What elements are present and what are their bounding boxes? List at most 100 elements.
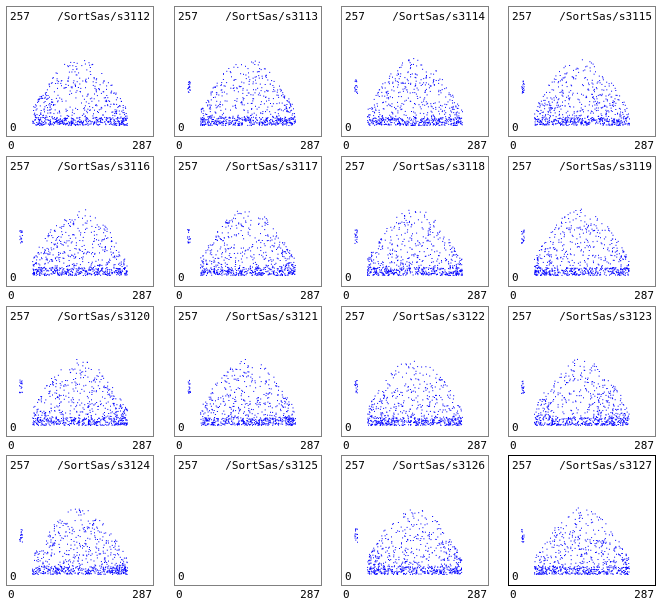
data-point — [387, 97, 389, 99]
scatter-panel[interactable]: 257/SortSas/s3112 0 0 287 — [6, 6, 154, 153]
data-point — [219, 115, 221, 117]
data-point — [456, 256, 458, 258]
data-point — [611, 122, 613, 124]
data-point — [44, 275, 46, 276]
data-point — [603, 122, 605, 124]
plot-area[interactable]: 257/SortSas/s3114 0 — [341, 6, 489, 137]
plot-area[interactable]: 257/SortSas/s3117 0 — [174, 156, 322, 287]
data-point — [422, 124, 424, 126]
data-point — [567, 117, 569, 118]
data-point — [424, 121, 425, 123]
data-point — [225, 251, 227, 253]
data-point — [573, 124, 575, 126]
data-point — [432, 80, 434, 82]
data-point — [598, 115, 600, 117]
plot-area[interactable]: 257/SortSas/s3113 0 — [174, 6, 322, 137]
data-point — [89, 106, 91, 108]
data-point — [591, 93, 593, 95]
data-point — [260, 242, 262, 244]
data-point — [221, 121, 223, 123]
scatter-panel[interactable]: 257/SortSas/s3117 0 0 287 — [174, 156, 322, 303]
data-point — [93, 122, 95, 124]
data-point — [97, 270, 99, 272]
data-point — [261, 75, 263, 77]
data-point — [262, 117, 264, 119]
data-point — [397, 118, 399, 120]
data-point — [393, 227, 395, 229]
data-point — [393, 90, 395, 92]
scatter-panel[interactable]: 257/SortSas/s3113 0 0 287 — [174, 6, 322, 153]
data-point — [385, 271, 386, 273]
plot-area[interactable]: 257/SortSas/s3112 0 — [6, 6, 154, 137]
data-point — [41, 97, 43, 99]
plot-area[interactable]: 257/SortSas/s3116 0 — [6, 156, 154, 287]
data-point — [396, 256, 398, 258]
data-point — [600, 94, 602, 96]
data-point — [249, 119, 251, 121]
data-point — [120, 274, 122, 276]
data-point — [56, 265, 58, 267]
data-point — [222, 271, 224, 273]
data-point — [448, 254, 450, 256]
plot-area[interactable]: 257/SortSas/s3118 0 — [341, 156, 489, 287]
data-point — [105, 118, 107, 120]
data-point — [428, 234, 430, 236]
data-point — [258, 75, 260, 77]
data-point — [51, 242, 53, 244]
data-point — [225, 271, 227, 272]
data-point — [219, 122, 221, 124]
data-point — [447, 121, 449, 123]
data-point — [55, 258, 56, 260]
data-point — [440, 268, 442, 270]
data-point — [232, 221, 233, 223]
data-point — [286, 263, 288, 265]
data-point — [381, 269, 382, 271]
data-point — [427, 124, 429, 126]
data-point — [235, 106, 236, 108]
data-point — [558, 86, 559, 88]
data-point — [203, 263, 205, 265]
data-point — [215, 107, 217, 109]
data-point — [42, 94, 44, 96]
plot-area[interactable]: 257/SortSas/s3115 0 — [508, 6, 656, 137]
data-point — [454, 114, 456, 116]
data-point — [86, 273, 88, 275]
data-point — [381, 87, 383, 89]
data-point — [454, 254, 456, 256]
data-point — [396, 80, 398, 82]
data-point — [69, 237, 71, 239]
data-point — [119, 105, 121, 106]
scatter-panel[interactable]: 257/SortSas/s3116 0 0 287 — [6, 156, 154, 303]
data-point — [48, 274, 50, 276]
data-point — [233, 272, 234, 274]
data-point — [115, 250, 117, 251]
data-point — [612, 120, 614, 122]
data-point — [276, 94, 278, 96]
data-point — [258, 77, 260, 79]
scatter-panel[interactable]: 257/SortSas/s3115 0 0 287 — [508, 6, 656, 153]
data-point — [433, 226, 435, 228]
data-point — [538, 121, 540, 123]
data-point — [248, 211, 250, 213]
data-point — [71, 254, 73, 256]
data-point — [563, 120, 565, 122]
data-point — [19, 230, 21, 232]
data-point — [544, 102, 546, 104]
data-point — [209, 104, 211, 106]
data-point — [223, 85, 225, 87]
data-point — [84, 222, 86, 224]
data-point — [414, 211, 416, 213]
data-point — [536, 119, 538, 120]
data-point — [573, 117, 575, 119]
scatter-panel[interactable]: 257/SortSas/s3114 0 0 287 — [341, 6, 489, 153]
data-point — [45, 274, 47, 276]
data-point — [108, 122, 110, 123]
data-point — [188, 236, 190, 238]
data-point — [49, 121, 51, 123]
data-point — [562, 101, 563, 103]
data-point — [397, 112, 399, 114]
data-point — [228, 117, 230, 119]
scatter-panel[interactable]: 257/SortSas/s3118 0 0 287 — [341, 156, 489, 303]
data-point — [124, 258, 126, 260]
data-point — [280, 273, 282, 275]
